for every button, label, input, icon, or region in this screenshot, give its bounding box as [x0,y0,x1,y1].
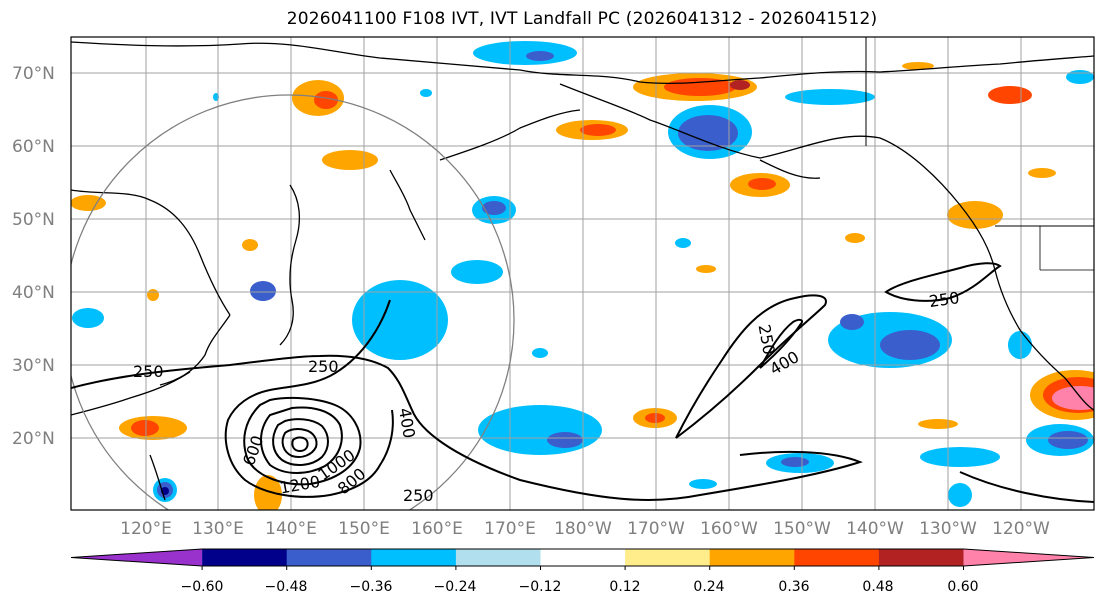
colorbar-extend-max [963,549,1094,566]
colorbar-segment [794,549,880,566]
lon-label: 180°W [554,519,612,539]
colorbar-segment [625,549,711,566]
lat-label: 50°N [12,210,55,230]
ivt-contours [71,262,1094,503]
negative-anomaly-blob [352,280,448,360]
colorbar-tick-label: 0.48 [862,579,893,595]
colorbar-segment [878,549,964,566]
landfall-region-circle [71,94,515,510]
lat-label: 30°N [12,356,55,376]
colorbar-tick-label: −0.24 [434,579,477,595]
map-gridlines [71,37,1094,510]
colorbar-segment [202,549,288,566]
positive-anomaly-blob [322,150,378,170]
negative-anomaly-blob [473,41,577,65]
contour-labels: 250 250 400 600 1200 1000 800 250 250 40… [133,288,961,505]
contour-label: 250 [308,357,339,376]
positive-anomaly-blob [947,201,1003,229]
colorbar-tick-label: 0.24 [693,579,724,595]
colorbar-segment [709,549,795,566]
lon-label: 170°W [627,519,685,539]
latitude-labels: 70°N 60°N 50°N 40°N 30°N 20°N [12,64,55,449]
lon-label: 130°W [919,519,977,539]
colorbar-tick-label: 0.12 [609,579,640,595]
coastlines [71,37,1094,501]
lon-label: 170°E [484,519,536,539]
lat-label: 60°N [12,137,55,157]
lon-label: 160°W [700,519,758,539]
colorbar-tick-label: −0.48 [265,579,308,595]
colorbar-tick-labels: −0.60 −0.48 −0.36 −0.24 −0.12 0.12 0.24 … [181,579,979,595]
lon-label: 140°W [846,519,904,539]
lon-label: 120°W [992,519,1050,539]
lon-label: 160°E [411,519,463,539]
lon-label: 120°E [120,519,172,539]
colorbar-segment [455,549,541,566]
map-frame [70,36,1095,511]
colorbar-tick-label: 0.60 [947,579,978,595]
colorbar-tick-label: −0.36 [350,579,393,595]
colorbar-segment [371,549,457,566]
colorbar-segment [540,549,626,566]
map-area: 250 250 400 600 1200 1000 800 250 250 40… [71,37,1094,510]
lat-label: 40°N [12,283,55,303]
colorbar-tick-label: 0.36 [778,579,809,595]
colorbar [70,548,1095,570]
colorbar-segment [286,549,372,566]
contour-label: 250 [133,362,164,381]
map-title: 2026041100 F108 IVT, IVT Landfall PC (20… [286,9,878,29]
contour-label: 250 [403,486,434,505]
colorbar-tick-label: −0.12 [519,579,562,595]
colorbar-extend-min [71,549,203,566]
lat-label: 20°N [12,429,55,449]
lon-label: 150°W [773,519,831,539]
longitude-labels: 120°E 130°E 140°E 150°E 160°E 170°E 180°… [120,519,1050,539]
lat-label: 70°N [12,64,55,84]
contour-label: 250 [928,288,961,311]
lon-label: 140°E [265,519,317,539]
lon-label: 150°E [338,519,390,539]
colorbar-tick-label: −0.60 [181,579,224,595]
lon-label: 130°E [192,519,244,539]
